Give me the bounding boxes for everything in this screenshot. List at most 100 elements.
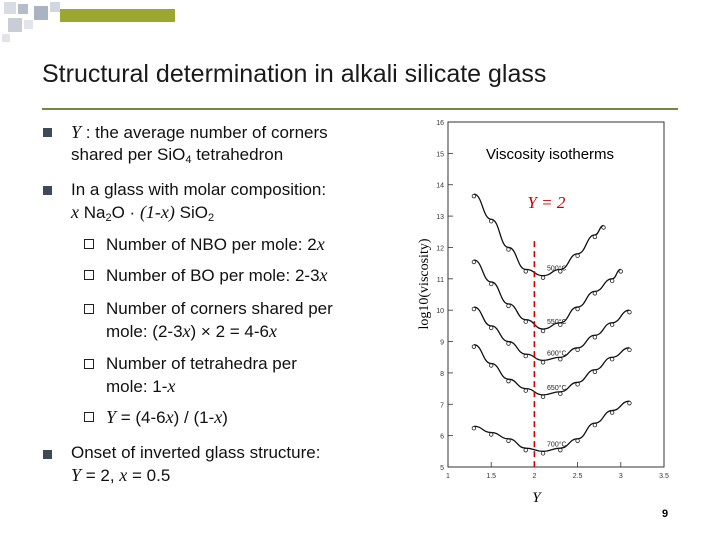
data-point bbox=[609, 410, 615, 415]
variable-y: Y bbox=[106, 407, 117, 427]
data-point bbox=[523, 269, 528, 274]
y-tick-label: 13 bbox=[436, 214, 444, 221]
bullet-text: tetrahedron bbox=[191, 145, 284, 164]
data-point bbox=[488, 325, 494, 331]
data-point bbox=[558, 391, 563, 396]
data-point bbox=[575, 347, 580, 353]
data-point bbox=[627, 309, 632, 315]
data-point bbox=[601, 225, 606, 230]
isotherm-curve bbox=[473, 259, 621, 330]
data-point bbox=[540, 451, 546, 456]
data-point bbox=[609, 357, 615, 362]
isotherm-curve bbox=[473, 400, 630, 452]
sub-bullet-tetrahedra: Number of tetrahedra per mole: 1-x bbox=[106, 353, 297, 398]
x-axis-label: Y bbox=[532, 490, 542, 506]
data-point bbox=[540, 360, 546, 365]
data-point bbox=[471, 259, 477, 265]
bullet-text: mole: 1- bbox=[106, 377, 168, 396]
data-point bbox=[523, 388, 528, 393]
y-tick-label: 12 bbox=[436, 245, 444, 252]
bullet-marker bbox=[43, 128, 52, 137]
data-point bbox=[558, 322, 563, 327]
sub-bullet-marker bbox=[84, 239, 94, 249]
data-point bbox=[558, 357, 563, 362]
data-point bbox=[558, 447, 563, 453]
data-point bbox=[506, 438, 511, 443]
y-tick-label: 6 bbox=[440, 434, 444, 441]
data-point bbox=[575, 382, 580, 387]
sub-bullet-marker bbox=[84, 270, 94, 280]
isotherm-curve bbox=[473, 344, 630, 396]
isotherm-label: 500°C bbox=[547, 265, 567, 273]
plot-frame bbox=[447, 121, 665, 468]
isotherm-label: 700°C bbox=[547, 440, 567, 448]
data-point bbox=[471, 193, 477, 199]
variable-x: x bbox=[182, 321, 191, 341]
data-point bbox=[592, 291, 598, 296]
deco-square bbox=[50, 2, 60, 12]
corner-decoration bbox=[2, 2, 175, 42]
data-point bbox=[618, 269, 623, 274]
x-tick-label: 2.5 bbox=[573, 473, 583, 480]
data-point bbox=[575, 306, 580, 312]
data-point bbox=[488, 281, 494, 287]
y-tick-label: 7 bbox=[440, 402, 444, 409]
sub-bullet-bo: Number of BO per mole: 2-3x bbox=[106, 264, 328, 287]
y-tick-label: 15 bbox=[436, 151, 444, 158]
data-point bbox=[506, 303, 511, 309]
bullet-marker bbox=[43, 186, 52, 195]
y-tick-label: 10 bbox=[436, 308, 444, 315]
sub-bullet-corners: Number of corners shared per mole: (2-3x… bbox=[106, 298, 333, 343]
y-tick-label: 9 bbox=[440, 340, 444, 347]
y-tick-label: 14 bbox=[436, 183, 444, 190]
deco-square bbox=[18, 4, 28, 14]
y-axis-label: log10(viscosity) bbox=[418, 238, 432, 329]
viscosity-chart: 5 6 7 8 9 10 11 12 13 14 15 16 1 1.5 2 2.5 3 3.5 500°C 550… bbox=[418, 120, 669, 506]
deco-square bbox=[34, 6, 48, 20]
x-tick-label: 2 bbox=[532, 473, 536, 480]
bullet-text: SiO bbox=[174, 203, 208, 222]
title-divider bbox=[42, 108, 678, 110]
annotation-y-equals-2: Y = 2 bbox=[527, 193, 565, 212]
data-point bbox=[523, 353, 528, 359]
bullet-text: Number of tetrahedra per bbox=[106, 354, 297, 373]
data-point bbox=[540, 394, 546, 400]
data-point bbox=[523, 447, 528, 453]
bullet-composition: In a glass with molar composition: x Na2… bbox=[71, 179, 326, 224]
deco-square bbox=[4, 2, 16, 14]
data-point bbox=[540, 328, 546, 334]
y-tick-label: 8 bbox=[440, 371, 444, 378]
bullet-text: Na bbox=[79, 203, 106, 222]
data-point bbox=[506, 247, 511, 252]
data-point bbox=[575, 253, 580, 258]
y-tick-label: 16 bbox=[436, 120, 444, 127]
bullet-text: ) × 2 = 4-6 bbox=[190, 322, 269, 341]
data-point bbox=[558, 269, 563, 274]
variable-y: Y bbox=[71, 122, 82, 142]
data-point bbox=[523, 319, 528, 324]
deco-square bbox=[24, 20, 33, 29]
y-tick-label: 11 bbox=[437, 277, 444, 284]
data-point bbox=[627, 400, 632, 406]
x-tick-label: 3.5 bbox=[659, 473, 669, 480]
data-point bbox=[488, 219, 494, 224]
deco-square bbox=[60, 9, 175, 22]
bullet-y-definition: Y : the average number of corners shared… bbox=[71, 121, 328, 166]
x-tick-label: 1 bbox=[446, 473, 450, 480]
bullet-text: In a glass with molar composition: bbox=[71, 180, 327, 199]
data-point bbox=[471, 344, 477, 349]
bullet-text: Number of corners shared per bbox=[106, 299, 333, 318]
subscript: 2 bbox=[105, 212, 112, 224]
data-point bbox=[540, 275, 546, 280]
bullet-text: Onset of inverted glass structure: bbox=[71, 443, 321, 462]
page-number: 9 bbox=[662, 508, 669, 520]
variable-x: x bbox=[316, 234, 325, 254]
data-point bbox=[627, 347, 632, 353]
data-point bbox=[471, 426, 477, 431]
data-point bbox=[506, 341, 511, 346]
variable-expression: (1-x) bbox=[139, 202, 175, 222]
bullet-text: : the average number of corners bbox=[81, 123, 328, 142]
data-point bbox=[575, 438, 580, 443]
data-point bbox=[471, 306, 477, 312]
data-point bbox=[609, 278, 615, 284]
